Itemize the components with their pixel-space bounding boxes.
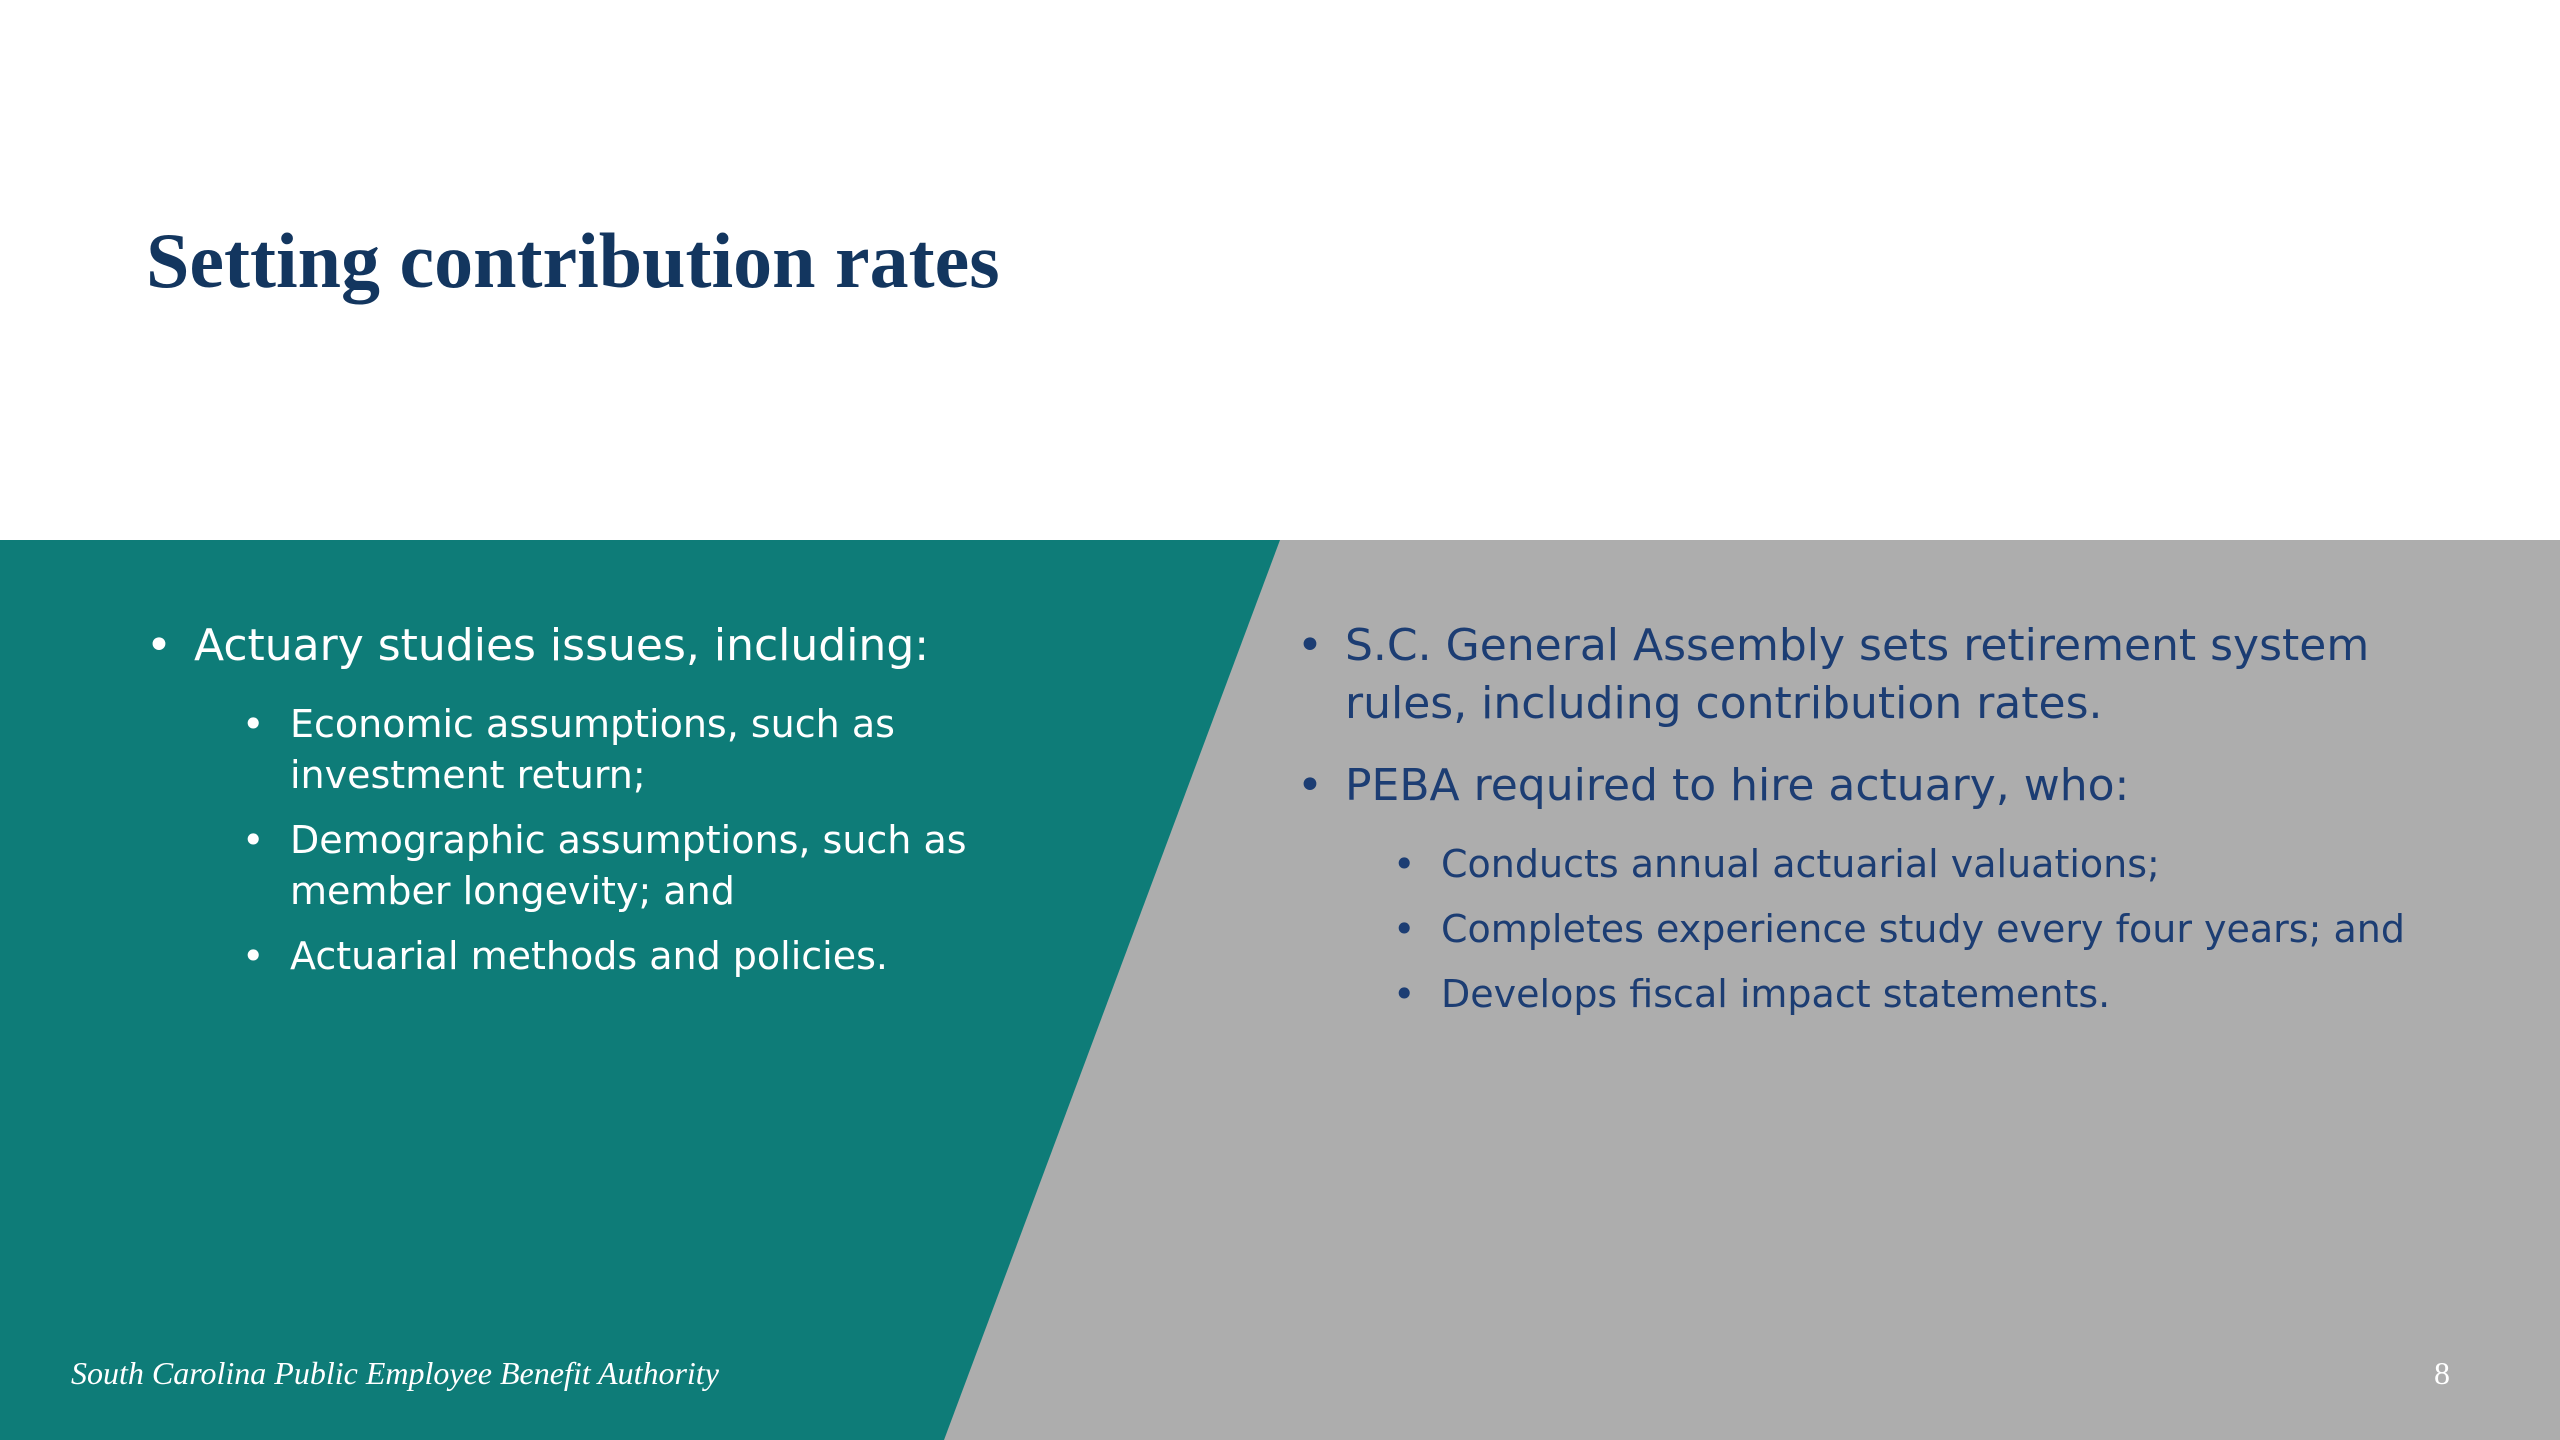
background-band: [0, 540, 2560, 1440]
page-number: 8: [2434, 1355, 2450, 1391]
list-subitem: • Economic assumptions, such as investme…: [146, 699, 1066, 801]
list-subitem: • Completes experience study every four …: [1297, 904, 2417, 955]
bullet-icon: •: [1393, 842, 1416, 886]
list-item-text: PEBA required to hire actuary, who:: [1345, 760, 2130, 811]
slide-title: Setting contribution rates: [146, 217, 1000, 304]
bullet-icon: •: [1297, 760, 1323, 811]
bullet-icon: •: [242, 934, 265, 978]
teal-panel: [0, 540, 1280, 1440]
footer-organization: South Carolina Public Employee Benefit A…: [71, 1355, 719, 1391]
list-item-text: S.C. General Assembly sets retirement sy…: [1345, 620, 2370, 729]
bullet-icon: •: [1297, 620, 1323, 671]
list-item: • PEBA required to hire actuary, who:: [1297, 757, 2417, 815]
right-bullet-list: • S.C. General Assembly sets retirement …: [1297, 617, 2417, 1034]
list-item: • Actuary studies issues, including:: [146, 617, 1066, 675]
list-subitem-text: Demographic assumptions, such as member …: [290, 818, 967, 913]
left-bullet-list: • Actuary studies issues, including: • E…: [146, 617, 1066, 996]
bullet-icon: •: [242, 702, 265, 746]
bullet-icon: •: [242, 818, 265, 862]
bullet-icon: •: [1393, 972, 1416, 1016]
list-subitem-text: Economic assumptions, such as investment…: [290, 702, 895, 797]
list-subitem: • Conducts annual actuarial valuations;: [1297, 839, 2417, 890]
list-subitem-text: Completes experience study every four ye…: [1441, 907, 2405, 951]
list-item: • S.C. General Assembly sets retirement …: [1297, 617, 2417, 733]
list-item-text: Actuary studies issues, including:: [194, 620, 930, 671]
list-subitem: • Actuarial methods and policies.: [146, 931, 1066, 982]
bullet-icon: •: [1393, 907, 1416, 951]
list-subitem-text: Conducts annual actuarial valuations;: [1441, 842, 2160, 886]
list-subitem: • Develops fiscal impact statements.: [1297, 969, 2417, 1020]
bullet-icon: •: [146, 620, 172, 671]
list-subitem-text: Develops fiscal impact statements.: [1441, 972, 2111, 1016]
list-subitem-text: Actuarial methods and policies.: [290, 934, 888, 978]
list-subitem: • Demographic assumptions, such as membe…: [146, 815, 1066, 917]
